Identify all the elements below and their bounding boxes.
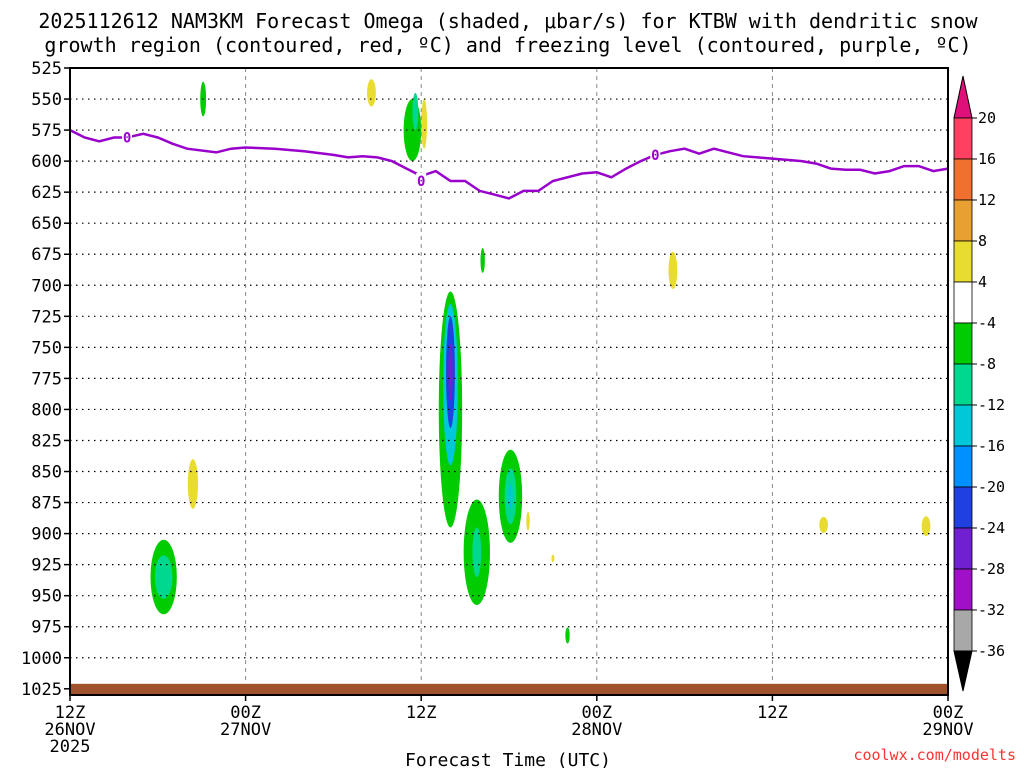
y-tick-label-9: 750 (31, 338, 62, 358)
colorbar-tick-label-3: 8 (978, 232, 987, 250)
colorbar-tick-label-6: -8 (978, 355, 996, 373)
omega-cell-15 (526, 511, 530, 531)
colorbar-bin-3 (953, 240, 973, 283)
omega-cell-19 (154, 555, 173, 599)
chart-title-line-2: growth region (contoured, red, ºC) and f… (44, 33, 971, 57)
colorbar-tick-label-10: -24 (978, 519, 1005, 537)
colorbar-tick-label-7: -12 (978, 396, 1005, 414)
y-tick-label-0: 525 (31, 59, 62, 79)
freezing-level-label-0: 0 (123, 131, 131, 147)
freezing-label-bg-1 (416, 172, 427, 188)
colorbar-tick-label-5: -4 (978, 314, 996, 332)
colorbar-top-arrow (953, 75, 973, 119)
x-tick-label-1-0: 00Z (230, 703, 261, 723)
omega-cell-11 (472, 527, 482, 578)
omega-shading-layer (150, 79, 931, 644)
x-tick-label-3-1: 28NOV (571, 720, 622, 740)
colorbar-tick-label-2: 12 (978, 191, 996, 209)
y-tick-label-1: 550 (31, 90, 62, 110)
ground-layer (70, 683, 948, 695)
freezing-level-label-2: 0 (651, 148, 659, 164)
freezing-level-layer: 0 0 0 (69, 128, 949, 200)
colorbar-tick-label-8: -16 (978, 437, 1005, 455)
plot-frame (69, 67, 949, 696)
colorbar-tick-label-13: -36 (978, 642, 1005, 660)
colorbar-tick-label-0: 20 (978, 109, 996, 127)
omega-cell-9 (480, 248, 485, 273)
y-tick-label-4: 625 (31, 183, 62, 203)
y-tick-label-19: 1000 (21, 649, 62, 669)
colorbar-bottom-arrow (953, 650, 973, 692)
chart-title-line-1: 2025112612 NAM3KM Forecast Omega (shaded… (38, 9, 978, 33)
y-tick-label-13: 850 (31, 463, 62, 483)
ground-band (70, 683, 948, 695)
y-tick-label-18: 975 (31, 618, 62, 638)
colorbar-bin-12 (953, 609, 973, 652)
y-tick-label-7: 700 (31, 276, 62, 296)
colorbar-tick-label-9: -20 (978, 478, 1005, 496)
y-tick-label-17: 950 (31, 587, 62, 607)
y-axis: 525 550 575 600 625 650 675 700 725 750 775 800 825 8… (21, 59, 70, 700)
y-tick-label-16: 925 (31, 556, 62, 576)
colorbar-tick-label-11: -28 (978, 560, 1005, 578)
colorbar-bin-8 (953, 445, 973, 488)
y-tick-label-2: 575 (31, 121, 62, 141)
colorbar-bin-1 (953, 158, 973, 201)
colorbar: 20 16 12 8 4 -4 -8 -12 -16 -20 -24 -28 -32 -36 (953, 75, 1005, 692)
footer-watermark: coolwx.com/modelts (853, 746, 1016, 764)
y-tick-label-10: 775 (31, 369, 62, 389)
x-tick-label-2-0: 12Z (406, 703, 437, 723)
omega-cell-3 (412, 92, 419, 131)
y-tick-label-8: 725 (31, 307, 62, 327)
colorbar-tick-label-12: -32 (978, 601, 1005, 619)
x-tick-label-3-0: 00Z (581, 703, 612, 723)
colorbar-bin-11 (953, 568, 973, 611)
colorbar-bin-2 (953, 199, 973, 242)
omega-cell-14 (508, 483, 513, 509)
y-tick-label-6: 675 (31, 245, 62, 265)
omega-cell-20 (187, 459, 199, 509)
omega-cell-1 (367, 79, 376, 107)
x-tick-label-0-2: 2025 (50, 737, 91, 757)
x-tick-label-1-1: 27NOV (220, 720, 271, 740)
y-tick-label-15: 900 (31, 525, 62, 545)
colorbar-bin-0 (953, 117, 973, 160)
freezing-label-bg-2 (650, 146, 661, 162)
x-tick-label-5-1: 29NOV (922, 720, 973, 740)
colorbar-tick-label-4: 4 (978, 273, 987, 291)
freezing-level-line (69, 128, 949, 200)
freezing-label-bg-0 (122, 129, 133, 145)
omega-cell-17 (565, 627, 570, 644)
y-tick-label-3: 600 (31, 152, 62, 172)
x-tick-label-4-0: 12Z (757, 703, 788, 723)
x-tick-label-0-1: 26NOV (44, 720, 95, 740)
omega-cell-4 (421, 99, 428, 149)
x-axis-label: Forecast Time (UTC) (405, 750, 611, 768)
x-tick-label-5-0: 00Z (933, 703, 964, 723)
y-tick-label-5: 650 (31, 214, 62, 234)
y-tick-label-14: 875 (31, 494, 62, 514)
y-tick-label-11: 800 (31, 400, 62, 420)
omega-cell-21 (668, 251, 678, 290)
colorbar-bin-5 (953, 322, 973, 365)
colorbar-bin-10 (953, 527, 973, 570)
colorbar-tick-label-1: 16 (978, 150, 996, 168)
grid-lines (69, 67, 949, 695)
colorbar-bin-6 (953, 363, 973, 406)
x-tick-label-0-0: 12Z (55, 703, 86, 723)
omega-cell-22 (819, 516, 829, 533)
y-tick-label-12: 825 (31, 431, 62, 451)
colorbar-bin-7 (953, 404, 973, 447)
colorbar-bin-9 (953, 486, 973, 529)
colorbar-bin-4 (953, 281, 973, 324)
omega-cell-23 (921, 516, 931, 537)
y-tick-label-20: 1025 (21, 680, 62, 700)
freezing-level-label-1: 0 (417, 174, 425, 190)
omega-cell-16 (551, 554, 555, 563)
omega-cell-8 (448, 344, 453, 401)
